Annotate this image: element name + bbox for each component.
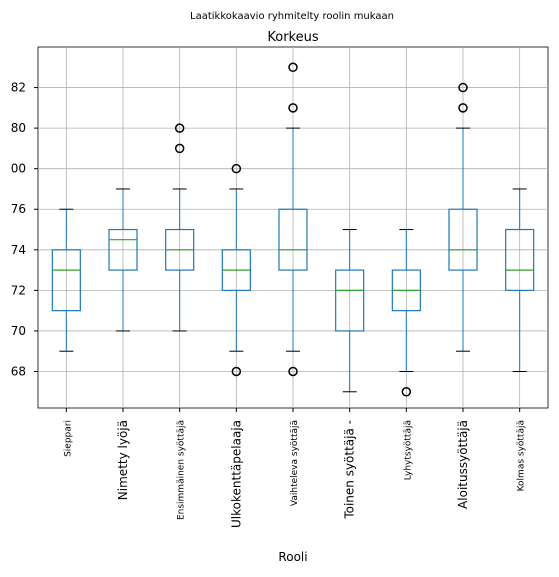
x-tick-label: Kolmas syöttäjä bbox=[517, 420, 527, 491]
y-tick-label: 68 bbox=[11, 364, 26, 378]
box bbox=[278, 208, 308, 271]
outlier bbox=[288, 366, 298, 377]
outlier bbox=[401, 387, 412, 397]
chart-title: Korkeus bbox=[267, 30, 318, 45]
outlier bbox=[231, 163, 242, 174]
x-tick-label: Aloitussyöttäjä bbox=[456, 420, 470, 509]
x-tick-label: Sieppari bbox=[63, 420, 73, 457]
box bbox=[448, 208, 478, 271]
y-tick-label: 70 bbox=[11, 324, 26, 338]
outlier bbox=[458, 103, 468, 113]
box bbox=[108, 228, 138, 271]
x-tick-label: Nimetty lyöjä bbox=[116, 420, 130, 500]
x-tick-label: Ulkokenttäpelaaja bbox=[229, 420, 243, 528]
outlier bbox=[174, 143, 185, 154]
x-tick-label: Ensimmäinen syöttäjä bbox=[177, 420, 187, 520]
y-tick-label: 82 bbox=[11, 81, 26, 95]
outlier bbox=[288, 103, 298, 113]
box bbox=[335, 269, 365, 332]
y-tick-label: 00 bbox=[11, 162, 26, 176]
suptitle: Laatikkokaavio ryhmitelty roolin mukaan bbox=[190, 11, 394, 22]
y-tick-label: 74 bbox=[11, 243, 26, 257]
x-tick-label: Lyhytsyöttäjä bbox=[403, 420, 413, 480]
x-axis-label: Rooli bbox=[278, 550, 307, 564]
box bbox=[51, 249, 81, 312]
x-tick-label: Toinen syöttäjä - bbox=[343, 420, 357, 520]
y-tick-label: 76 bbox=[11, 202, 26, 216]
outlier bbox=[288, 62, 298, 73]
outlier bbox=[174, 123, 185, 133]
y-tick-label: 72 bbox=[11, 283, 26, 297]
y-tick-label: 80 bbox=[11, 121, 26, 135]
outlier bbox=[231, 366, 242, 377]
box bbox=[505, 228, 535, 291]
outlier bbox=[458, 82, 468, 93]
x-tick-label: Vaihteleva syöttäjä bbox=[290, 420, 300, 506]
